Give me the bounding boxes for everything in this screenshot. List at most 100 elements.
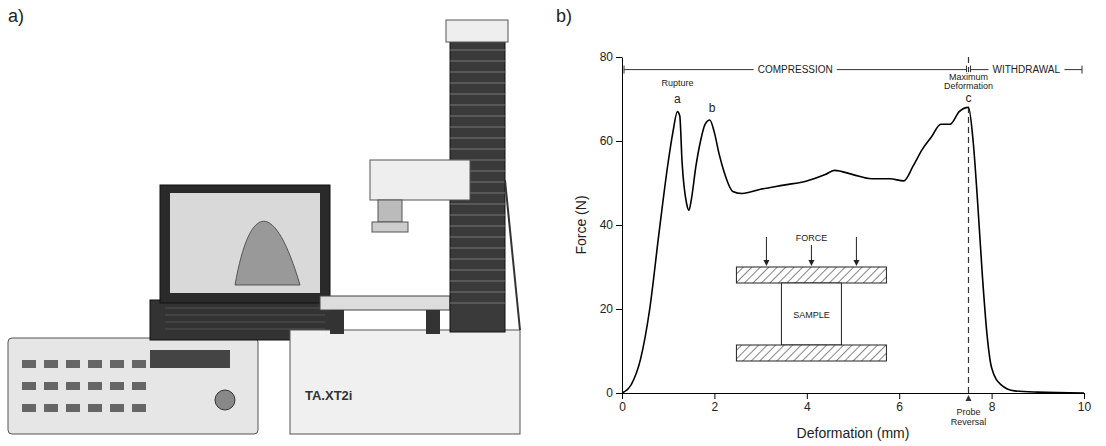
bellows-fold — [450, 281, 505, 282]
control-button — [44, 360, 58, 368]
arm — [370, 160, 470, 200]
bellows-fold — [450, 127, 505, 128]
y-axis: 0 20 40 60 80 — [600, 50, 623, 400]
x-tick-label: 8 — [989, 400, 996, 414]
keyboard-row — [165, 308, 325, 309]
control-knob — [215, 390, 235, 410]
x-tick-mark — [807, 393, 808, 399]
control-button — [44, 404, 58, 412]
bellows-fold — [450, 215, 505, 216]
label-background — [754, 63, 837, 76]
y-tick: 60 — [600, 134, 622, 148]
force-arrowhead — [853, 260, 859, 266]
bellows-fold — [450, 270, 505, 271]
bellows-fold — [450, 138, 505, 139]
cable — [505, 180, 520, 330]
region-end — [624, 66, 625, 74]
annotation: a — [674, 92, 681, 106]
control-button — [22, 382, 36, 390]
label-background — [673, 92, 682, 106]
force-arrow — [766, 237, 767, 262]
device-label: TA.XT2i — [305, 388, 352, 403]
x-tick-label: 2 — [712, 400, 719, 414]
x-tick: 0 — [619, 393, 626, 414]
data-line — [622, 107, 1084, 393]
panel-label: a) — [8, 6, 24, 26]
bellows-fold — [450, 116, 505, 117]
region-end — [1082, 66, 1083, 74]
force-arrow — [856, 237, 857, 262]
y-tick: 0 — [606, 386, 622, 400]
x-axis-line — [623, 393, 1085, 394]
probe — [372, 222, 408, 232]
x-tick: 8 — [989, 393, 996, 414]
x-tick: 2 — [712, 393, 719, 414]
x-tick-mark — [1084, 393, 1085, 399]
bellows-fold — [450, 83, 505, 84]
control-button — [110, 382, 124, 390]
bellows-fold — [450, 204, 505, 205]
figure: a)TA.XT2ib)0246810020406080Deformation (… — [0, 0, 1106, 446]
x-tick-label: 4 — [804, 400, 811, 414]
plot-area — [622, 57, 1084, 393]
x-tick-label: 10 — [1078, 400, 1092, 414]
panel-a: a) TA.XT2i — [8, 6, 520, 434]
control-button — [22, 360, 36, 368]
bellows-fold — [450, 72, 505, 73]
y-tick-label: 60 — [600, 134, 614, 148]
platform — [320, 296, 450, 310]
label-background — [988, 63, 1064, 76]
x-tick-label: 0 — [619, 400, 626, 414]
y-tick: 40 — [600, 218, 622, 232]
analyser-base — [290, 330, 520, 434]
y-tick-mark — [616, 393, 622, 394]
y-tick-mark — [616, 309, 622, 310]
control-button — [22, 404, 36, 412]
y-tick-label: 80 — [600, 50, 614, 64]
platform-leg — [330, 310, 344, 334]
control-button — [110, 360, 124, 368]
control-display — [150, 350, 230, 368]
label-background — [943, 72, 994, 91]
inset: SAMPLEFORCE — [736, 233, 886, 361]
x-tick-mark — [714, 393, 715, 399]
keyboard-row — [165, 322, 325, 323]
y-tick-label: 20 — [600, 302, 614, 316]
bellows-fold — [450, 259, 505, 260]
control-button — [110, 404, 124, 412]
bellows-fold — [450, 105, 505, 106]
panel-label: b) — [556, 6, 572, 26]
region: COMPRESSION — [624, 63, 967, 76]
y-tick-label: 0 — [606, 386, 613, 400]
annotation: b — [709, 101, 716, 115]
control-button — [66, 404, 80, 412]
label-background — [965, 91, 973, 105]
y-tick-label: 40 — [600, 218, 614, 232]
annotations: COMPRESSIONWITHDRAWALRuptureabMaximumDef… — [624, 63, 1082, 115]
region-label: WITHDRAWAL — [992, 64, 1060, 75]
screen-curve — [235, 221, 300, 285]
y-tick-mark — [616, 57, 622, 58]
control-box — [8, 338, 258, 434]
control-button — [132, 382, 146, 390]
bellows-fold — [450, 226, 505, 227]
x-tick-mark — [899, 393, 900, 399]
x-axis-title: Deformation (mm) — [797, 425, 910, 441]
column-top — [446, 20, 508, 42]
x-axis: 0246810 — [619, 393, 1091, 414]
control-button — [88, 360, 102, 368]
reference-label: ProbeReversal — [951, 407, 987, 427]
bellows-fold — [450, 94, 505, 95]
bellows-fold — [450, 303, 505, 304]
control-button — [88, 404, 102, 412]
control-button — [132, 360, 146, 368]
bellows-fold — [450, 149, 505, 150]
y-tick: 20 — [600, 302, 622, 316]
panel-b: b)0246810020406080Deformation (mm)Force … — [556, 6, 1091, 441]
laptop-screen — [170, 193, 320, 293]
control-button — [44, 382, 58, 390]
bellows-fold — [450, 50, 505, 51]
annotation: c — [966, 91, 972, 105]
bellows-fold — [450, 237, 505, 238]
y-axis-title: Force (N) — [573, 195, 589, 254]
